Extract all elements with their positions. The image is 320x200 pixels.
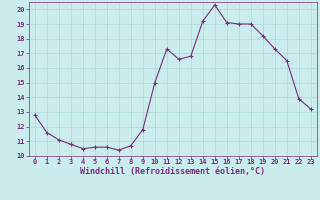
X-axis label: Windchill (Refroidissement éolien,°C): Windchill (Refroidissement éolien,°C) — [80, 167, 265, 176]
